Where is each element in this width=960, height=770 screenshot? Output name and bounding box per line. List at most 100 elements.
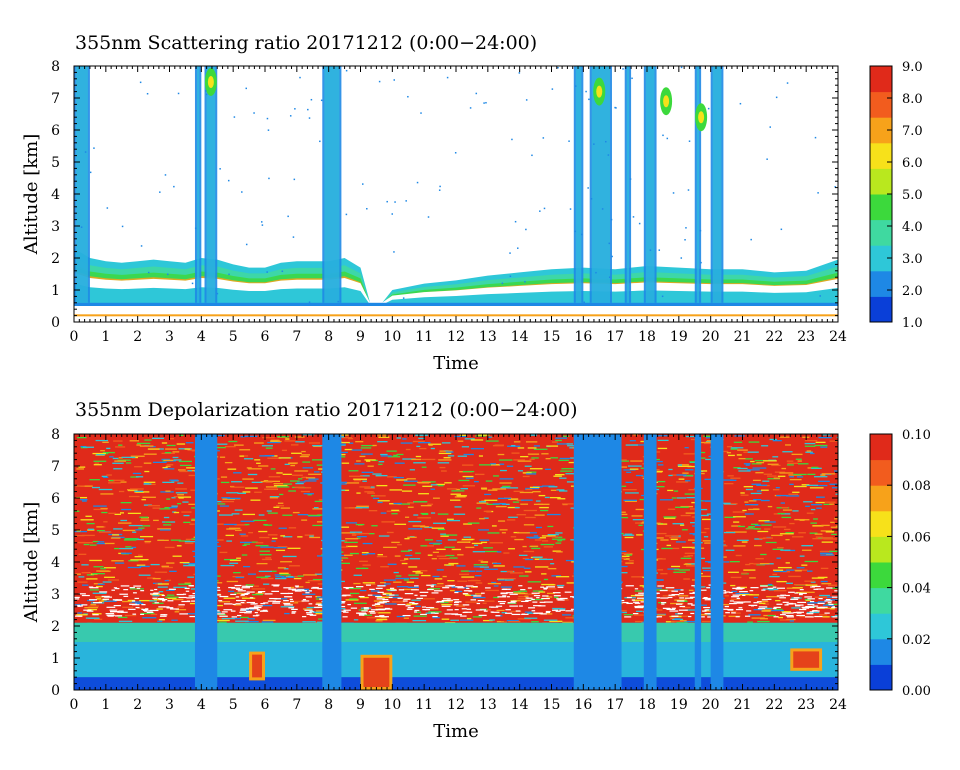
noise-streak bbox=[811, 467, 822, 469]
white-speckle bbox=[786, 603, 794, 605]
speckle bbox=[219, 168, 221, 170]
noise-streak bbox=[767, 475, 777, 477]
noise-streak bbox=[118, 490, 125, 493]
noise-streak bbox=[316, 605, 327, 607]
speckle bbox=[786, 82, 789, 84]
noise-streak bbox=[550, 563, 555, 565]
plot-area bbox=[74, 434, 838, 690]
noise-streak bbox=[437, 462, 450, 464]
noise-streak bbox=[255, 542, 264, 544]
white-speckle bbox=[120, 585, 130, 587]
white-speckle bbox=[462, 611, 468, 614]
noise-streak bbox=[750, 492, 762, 495]
noise-streak bbox=[723, 531, 736, 534]
noise-streak bbox=[288, 490, 296, 492]
noise-streak bbox=[533, 503, 544, 506]
noise-streak bbox=[244, 523, 250, 526]
white-speckle bbox=[368, 610, 375, 613]
noise-streak bbox=[825, 599, 838, 601]
noise-streak bbox=[783, 528, 791, 531]
noise-streak bbox=[829, 550, 838, 553]
noise-streak bbox=[393, 454, 398, 457]
noise-streak bbox=[496, 551, 502, 553]
noise-streak bbox=[373, 495, 386, 497]
white-speckle bbox=[811, 585, 821, 588]
noise-streak bbox=[144, 439, 152, 441]
noise-streak bbox=[353, 478, 367, 480]
noise-streak bbox=[700, 557, 705, 560]
white-speckle bbox=[677, 612, 683, 615]
noise-streak bbox=[416, 445, 421, 448]
white-speckle bbox=[756, 601, 762, 603]
noise-streak bbox=[441, 603, 453, 606]
white-speckle bbox=[106, 614, 115, 616]
noise-streak bbox=[753, 563, 764, 565]
noise-streak bbox=[359, 560, 368, 562]
noise-streak bbox=[537, 503, 550, 505]
noise-streak bbox=[166, 594, 175, 596]
white-speckle bbox=[398, 589, 405, 591]
noise-streak bbox=[431, 527, 445, 529]
noise-streak bbox=[830, 587, 838, 589]
noise-streak bbox=[754, 524, 761, 527]
noise-streak bbox=[809, 487, 824, 489]
noise-streak bbox=[264, 524, 273, 526]
noise-streak bbox=[789, 522, 795, 525]
noise-streak bbox=[273, 506, 280, 508]
noise-streak bbox=[374, 605, 384, 607]
noise-streak bbox=[632, 519, 647, 521]
noise-streak bbox=[490, 463, 496, 465]
white-speckle bbox=[186, 597, 193, 599]
noise-streak bbox=[188, 564, 197, 566]
noise-streak bbox=[821, 537, 834, 539]
white-speckle bbox=[161, 594, 165, 597]
noise-streak bbox=[86, 522, 95, 525]
noise-streak bbox=[359, 486, 370, 488]
noise-streak bbox=[100, 568, 106, 570]
noise-streak bbox=[414, 611, 422, 613]
noise-streak bbox=[143, 453, 157, 455]
noise-streak bbox=[152, 507, 161, 509]
white-speckle bbox=[241, 587, 250, 589]
noise-streak bbox=[394, 555, 401, 557]
noise-streak bbox=[748, 508, 760, 511]
noise-streak bbox=[420, 545, 428, 547]
noise-streak bbox=[781, 467, 787, 470]
speckle bbox=[228, 273, 230, 276]
noise-streak bbox=[817, 576, 828, 579]
noise-streak bbox=[517, 460, 532, 462]
noise-streak bbox=[805, 505, 810, 507]
noise-streak bbox=[405, 554, 413, 557]
white-speckle bbox=[407, 607, 415, 609]
noise-streak bbox=[820, 474, 826, 476]
noise-streak bbox=[393, 502, 402, 505]
white-speckle bbox=[552, 609, 559, 611]
noise-streak bbox=[359, 596, 369, 599]
noise-streak bbox=[493, 585, 499, 587]
noise-streak bbox=[629, 468, 639, 470]
noise-streak bbox=[728, 454, 735, 457]
speckle bbox=[407, 95, 409, 98]
x-tick-label: 12 bbox=[447, 329, 465, 345]
colorbar-label: 8.0 bbox=[902, 92, 923, 107]
white-speckle bbox=[284, 596, 293, 598]
noise-streak bbox=[801, 484, 810, 486]
noise-streak bbox=[418, 493, 429, 495]
noise-streak bbox=[269, 496, 280, 498]
noise-streak bbox=[224, 461, 233, 464]
noise-streak bbox=[830, 608, 835, 610]
noise-streak bbox=[93, 566, 104, 568]
white-speckle bbox=[744, 615, 751, 617]
white-speckle bbox=[679, 605, 686, 608]
white-speckle bbox=[308, 590, 312, 592]
noise-streak bbox=[89, 479, 100, 481]
noise-streak bbox=[551, 575, 561, 577]
noise-streak bbox=[552, 538, 566, 540]
white-speckle bbox=[432, 615, 438, 618]
noise-streak bbox=[685, 609, 697, 611]
noise-streak bbox=[158, 448, 164, 450]
noise-streak bbox=[778, 616, 784, 619]
noise-streak bbox=[125, 546, 132, 548]
white-speckle bbox=[107, 615, 114, 617]
noise-streak bbox=[666, 544, 672, 547]
